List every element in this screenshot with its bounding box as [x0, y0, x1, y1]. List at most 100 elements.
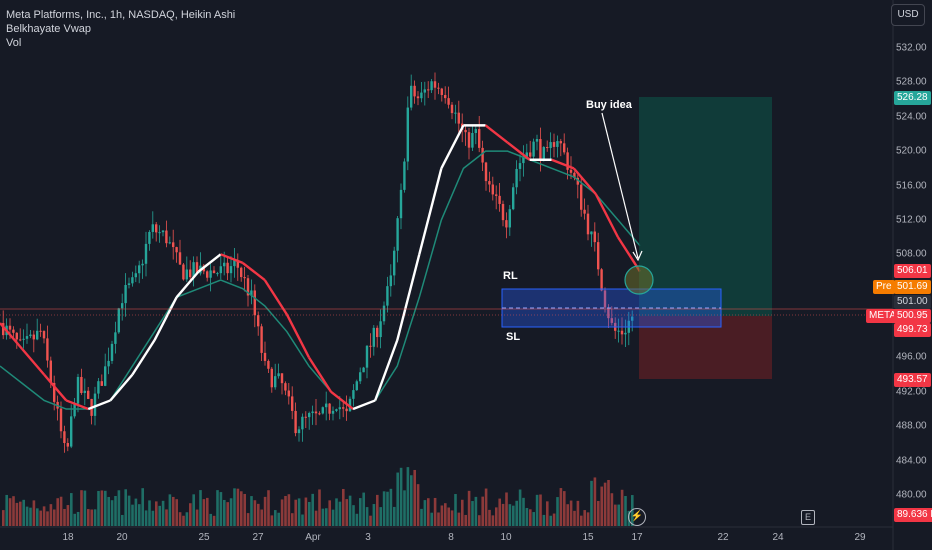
volume-bar [335, 498, 338, 526]
volume-bar [522, 497, 525, 526]
candle-body [325, 403, 328, 408]
entry-circle[interactable] [624, 265, 654, 295]
candle-body [342, 407, 345, 409]
volume-bar [274, 510, 277, 526]
candle-body [100, 381, 103, 386]
volume-bar [593, 477, 597, 526]
rl-label: RL [503, 270, 518, 282]
volume-bar [362, 492, 365, 526]
candle-body [19, 339, 22, 341]
candle-body [304, 416, 307, 418]
volume-bar [355, 513, 359, 526]
volume-bar [495, 507, 498, 526]
candle-body [624, 332, 627, 335]
volume-bar [240, 491, 243, 526]
candle-body [36, 330, 39, 340]
candle-body [393, 250, 396, 276]
volume-bar [192, 494, 195, 526]
volume-bar [229, 498, 233, 526]
candle-body [583, 209, 586, 214]
candle-body [539, 139, 542, 159]
candle-body [216, 273, 219, 275]
volume-bar [42, 506, 46, 526]
candle-body [331, 410, 335, 414]
vwap-segment [109, 373, 134, 402]
candle-body [410, 85, 413, 108]
price-axis-label: 480.00 [896, 489, 927, 501]
vwap-segment [484, 124, 509, 144]
chart-legend: Meta Platforms, Inc., 1h, NASDAQ, Heikin… [6, 8, 235, 50]
candle-body [607, 307, 610, 319]
volume-bar [403, 490, 406, 526]
volume-bar [515, 500, 518, 526]
volume-bar [359, 498, 362, 526]
price-axis-label: 484.00 [896, 455, 927, 467]
volume-bar [600, 486, 603, 526]
candle-body [263, 352, 267, 361]
volume-bar [484, 488, 488, 526]
indicator-label[interactable]: Belkhayate Vwap [6, 23, 91, 35]
time-axis-label: Apr [305, 532, 321, 543]
candle-body [131, 277, 134, 284]
volume-bar [433, 497, 437, 526]
candle-body [552, 142, 556, 147]
vwap-segment [330, 390, 354, 410]
candle-body [93, 393, 97, 416]
candle-body [178, 252, 182, 265]
lightning-icon[interactable]: ⚡ [628, 508, 646, 526]
volume-bar [318, 489, 321, 526]
volume-bar [386, 491, 389, 526]
symbol-title[interactable]: Meta Platforms, Inc., 1h, NASDAQ, Heikin… [6, 9, 236, 21]
candle-body [192, 262, 195, 278]
volume-bar [253, 500, 257, 526]
candle-body [212, 270, 216, 274]
last-price-tag: 500.95 [894, 309, 931, 323]
candle-body [138, 265, 141, 274]
volume-bar [498, 498, 501, 526]
volume-bar [90, 509, 93, 526]
volume-bar [416, 484, 420, 526]
candle-body [433, 81, 437, 88]
candle-body [440, 88, 443, 95]
volume-bar [270, 515, 274, 526]
volume-bar [15, 502, 19, 526]
candle-body [471, 133, 474, 148]
volume-bar [481, 496, 484, 526]
candle-body [253, 290, 256, 316]
volume-bar [376, 494, 379, 526]
currency-button[interactable]: USD [891, 4, 925, 26]
candle-body [151, 224, 154, 232]
volume-bar [49, 504, 53, 526]
vwap-segment [396, 254, 421, 341]
volume-bar [161, 500, 165, 526]
volume-bar [420, 508, 423, 526]
candle-body [556, 141, 559, 147]
candle-body [359, 372, 362, 382]
volume-bar [260, 509, 263, 526]
target-zone[interactable] [639, 97, 772, 316]
candle-body [600, 269, 603, 291]
candle-body [420, 92, 423, 99]
stop-price-tag: 493.57 [894, 373, 931, 387]
volume-bar [127, 495, 131, 526]
candle-body [457, 112, 460, 124]
candle-body [365, 345, 369, 368]
volume-bar [134, 498, 138, 526]
earnings-e-icon[interactable]: E [801, 510, 815, 525]
rl-sl-zone[interactable] [501, 288, 722, 328]
volume-bar [491, 515, 495, 526]
candle-body [110, 343, 114, 361]
volume-label[interactable]: Vol [6, 37, 22, 49]
candle-body [236, 260, 239, 268]
candle-body [42, 331, 46, 339]
candle-body [369, 345, 372, 347]
volume-bar [263, 496, 267, 526]
volume-bar [576, 500, 580, 526]
candle-body [372, 327, 375, 347]
candle-body [134, 273, 137, 278]
vwap-segment [197, 253, 222, 273]
volume-bar [233, 488, 236, 526]
volume-bar [155, 501, 158, 526]
candle-body [63, 431, 66, 444]
